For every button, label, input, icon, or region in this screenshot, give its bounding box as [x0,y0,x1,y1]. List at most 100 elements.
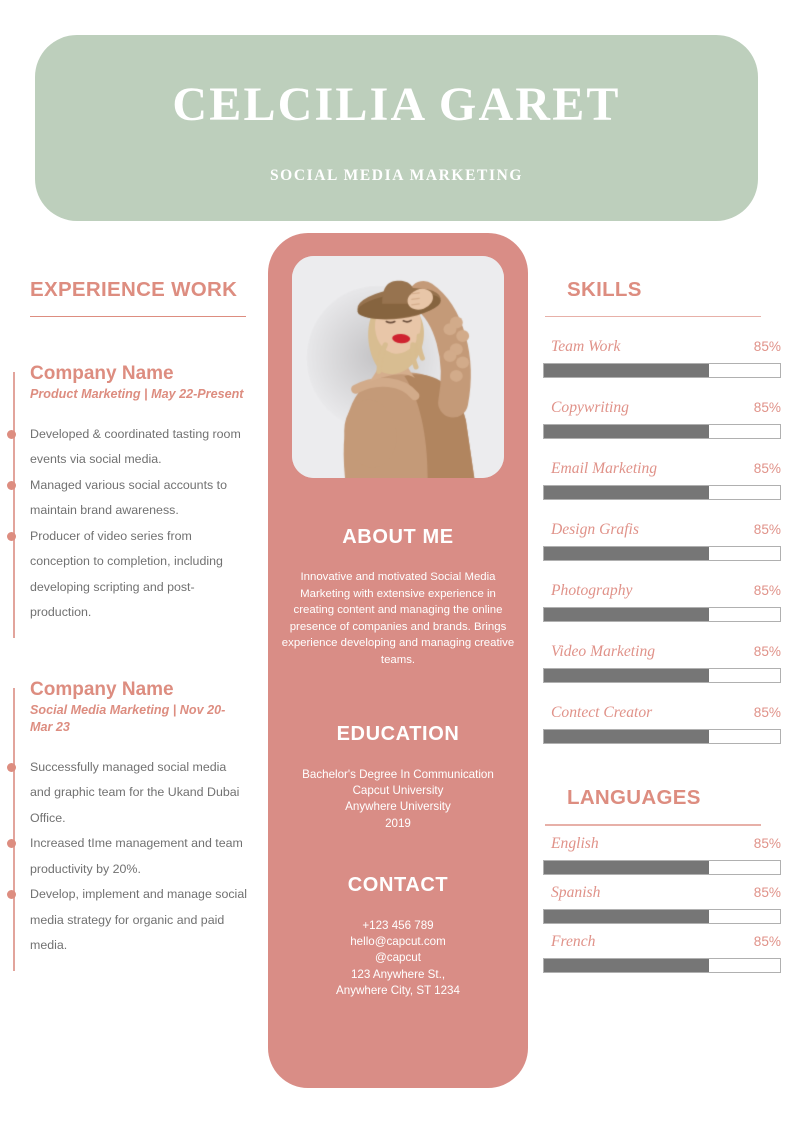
skill-meter-header: English 85% [543,835,781,853]
education-heading: EDUCATION [336,723,460,745]
text-line: Capcut University [352,784,444,798]
skill-bar-fill [544,860,710,874]
skill-percent: 85% [753,400,781,416]
skill-label: English [551,834,599,852]
job-entry: Company Name Product Marketing | May 22-P… [0,362,262,639]
skill-bar-fill [544,909,710,923]
avatar [292,256,504,478]
skill-meter: Photography 85% [543,582,781,623]
skill-bar-fill [544,547,710,561]
skill-meter-header: French 85% [543,933,781,951]
languages-section-title: LANGUAGES [567,786,701,810]
skill-meter: Email Marketing 85% [543,460,781,501]
job-bullet-list: Developed & coordinated tasting room eve… [0,422,262,626]
header-subtitle: SOCIAL MEDIA MARKETING [269,167,524,184]
skill-meter: Team Work 85% [543,338,781,379]
skill-label: Video Marketing [551,643,656,661]
skill-label: Spanish [551,883,601,901]
skills-list: Team Work 85% Copywriting 85% Email Marketin… [543,338,793,745]
text-line: Bachelor's Degree In Communication [302,768,494,781]
timeline-line [13,687,15,971]
education-lines: Bachelor's Degree In Communication Capcut… [268,767,528,832]
text-line: hello@capcut.com [350,935,446,949]
skill-bar-track [543,908,781,924]
languages-list: English 85% Spanish 85% French 85% [543,835,793,973]
languages-title-rule [545,824,761,826]
skill-bar-track [543,668,781,684]
skill-meter: Copywriting 85% [543,399,781,440]
skill-percent: 85% [753,461,781,477]
text-line: Anywhere City, ST 1234 [336,983,460,997]
skill-bar-track [543,607,781,623]
skill-meter-header: Design Grafis 85% [543,521,781,539]
skill-percent: 85% [753,339,781,355]
skill-meter-header: Photography 85% [543,582,781,600]
contact-heading: CONTACT [347,874,449,896]
job-bullet: Developed & coordinated tasting room eve… [6,422,250,473]
skill-bar-track [543,424,781,440]
portrait-photo [292,256,504,478]
skill-percent: 85% [753,522,781,538]
skill-meter: Contect Creator 85% [543,704,781,745]
bullet-dot-icon [6,531,16,541]
skill-bar-fill [544,608,710,622]
contact-lines: +123 456 789 hello@capcut.com @capcut 123 A… [268,918,528,999]
skill-meter: English 85% [543,835,781,875]
skills-title-rule [545,316,761,318]
skill-meter-header: Team Work 85% [543,338,781,356]
skill-meter-header: Spanish 85% [543,884,781,902]
skill-label: Contect Creator [551,704,653,722]
text-line: Anywhere University [345,800,451,814]
skill-percent: 85% [753,835,781,851]
experience-title-rule [30,316,246,318]
skill-percent: 85% [753,933,781,949]
job-role-dates: Product Marketing | May 22-Present [30,387,244,402]
skill-label: French [551,932,596,950]
bullet-dot-icon [6,890,16,900]
profile-card: ABOUT ME Innovative and motivated Social… [268,233,528,1088]
job-list: Company Name Product Marketing | May 22-P… [0,362,262,971]
job-bullet: Develop, implement and manage social med… [6,882,250,959]
skill-bar-fill [544,486,710,500]
skill-meter: Video Marketing 85% [543,643,781,684]
job-bullet: Producer of video series from conception… [6,524,250,626]
skill-bar-fill [544,669,710,683]
bullet-dot-icon [6,480,16,490]
skill-meter: French 85% [543,933,781,973]
timeline-line [13,372,15,639]
skill-label: Email Marketing [551,460,658,478]
skill-bar-fill [544,958,710,972]
job-company-name: Company Name [30,678,174,700]
skill-label: Team Work [551,338,621,356]
text-line: @capcut [375,951,421,965]
bullet-dot-icon [6,839,16,849]
skills-section-title: SKILLS [567,278,642,301]
about-text: Innovative and motivated Social Media Ma… [281,571,515,666]
about-heading: ABOUT ME [342,526,454,548]
skill-meter-header: Contect Creator 85% [543,704,781,722]
skill-percent: 85% [753,583,781,599]
skill-bar-track [543,859,781,875]
skill-bar-track [543,957,781,973]
skill-bar-track [543,485,781,501]
text-line: 123 Anywhere St., [350,967,446,981]
job-bullet: Increased tIme management and team produ… [6,831,250,882]
job-bullet: Successfully managed social media and gr… [6,755,250,832]
skill-meter-header: Email Marketing 85% [543,460,781,478]
skill-bar-track [543,729,781,745]
job-bullet: Managed various social accounts to maint… [6,473,250,524]
job-role-dates: Social Media Marketing | Nov 20-Mar 23 [30,702,226,735]
skill-bar-fill [544,730,710,744]
languages-section: LANGUAGES English 85% Spanish 85% French 85% [543,786,793,973]
skill-bar-fill [544,364,710,378]
skill-label: Design Grafis [551,521,639,539]
experience-column: EXPERIENCE WORK Company Name Product Mark… [0,278,262,971]
text-line: +123 456 789 [362,919,434,932]
skill-percent: 85% [753,884,781,900]
bullet-dot-icon [6,429,16,439]
skill-meter: Spanish 85% [543,884,781,924]
skill-label: Copywriting [551,399,629,417]
education-section: EDUCATION Bachelor's Degree In Communica… [268,723,528,832]
skill-bar-fill [544,425,710,439]
